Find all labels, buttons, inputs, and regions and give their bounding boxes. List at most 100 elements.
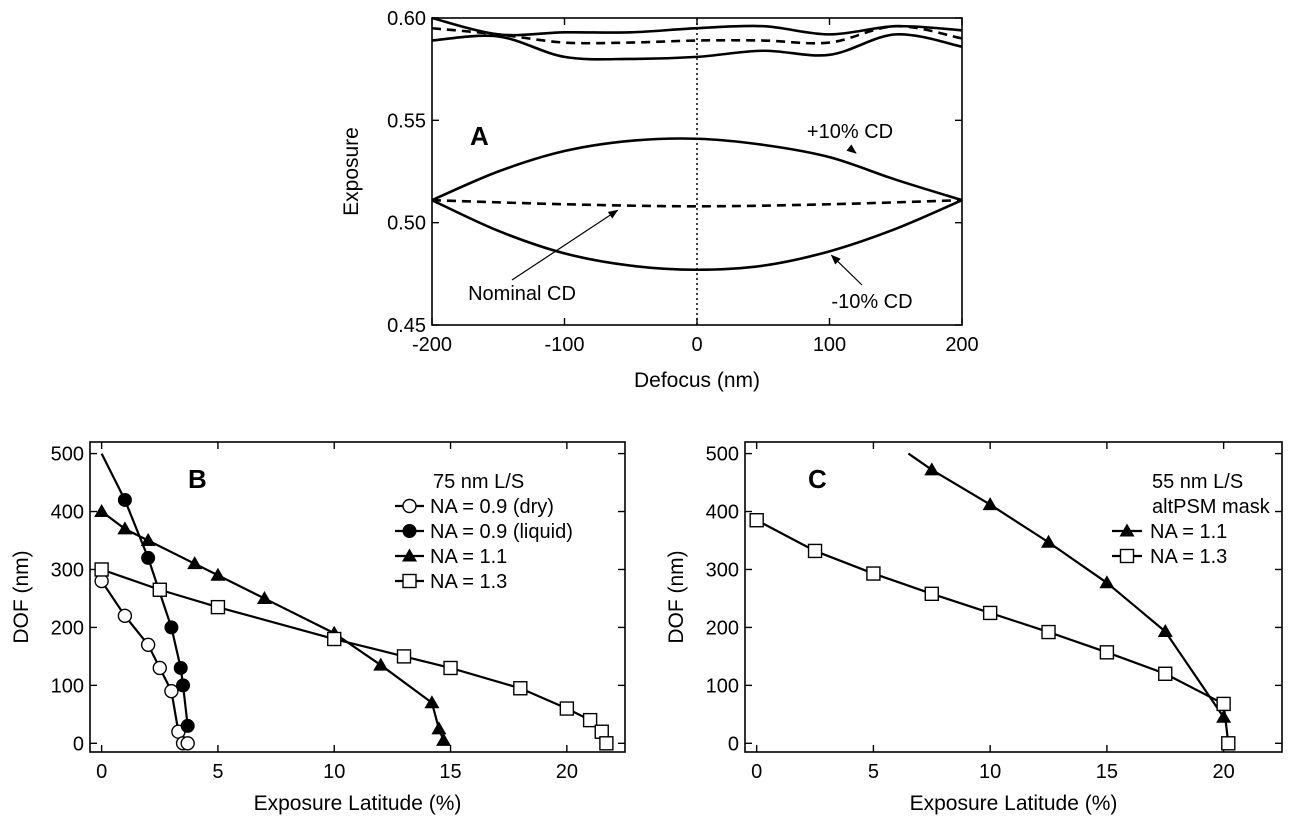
legend-title: altPSM mask <box>1152 496 1271 518</box>
x-tick-label: 5 <box>868 761 879 783</box>
data-point <box>599 736 614 751</box>
data-point <box>117 492 132 507</box>
data-point <box>807 543 823 559</box>
y-tick-label: 0.50 <box>387 213 426 235</box>
data-point <box>924 586 939 602</box>
panel-label: B <box>188 464 207 494</box>
data-point <box>94 504 110 518</box>
arrow-minus10 <box>830 254 863 286</box>
legend-label: NA = 0.9 (dry) <box>430 496 554 518</box>
plot-frame <box>89 441 626 753</box>
legend-label: NA = 0.9 (liquid) <box>430 521 573 543</box>
data-point <box>256 590 272 604</box>
y-tick-label: 100 <box>706 675 739 697</box>
series-line <box>431 198 963 208</box>
data-point <box>117 521 133 535</box>
annotation-plus10: +10% CD <box>807 121 893 143</box>
data-point <box>559 701 575 716</box>
data-point <box>749 513 764 528</box>
series-line <box>431 137 963 202</box>
data-point <box>402 573 417 589</box>
data-point <box>1216 709 1232 723</box>
data-point <box>402 548 417 562</box>
data-point <box>173 660 188 675</box>
data-point <box>1099 645 1115 660</box>
y-tick-label: 100 <box>51 675 84 697</box>
data-point <box>1119 548 1135 564</box>
x-tick-label: 20 <box>1213 761 1235 783</box>
data-point <box>582 712 598 728</box>
series-line <box>431 16 963 37</box>
data-point <box>210 599 226 615</box>
series-line <box>907 452 1225 718</box>
data-point <box>210 567 226 581</box>
panel-a: -200 -100 0 100 200 0.45 0.50 0.55 0.60 Defocus (… <box>340 8 979 392</box>
y-axis-title: Exposure <box>340 127 363 216</box>
x-tick-label: 200 <box>945 334 978 356</box>
data-point <box>164 683 179 699</box>
y-tick-label: 0 <box>73 733 84 755</box>
y-tick-label: 0 <box>728 733 739 755</box>
y-tick-label: 0.55 <box>387 110 426 132</box>
data-point <box>373 657 389 671</box>
x-tick-label: -100 <box>544 334 584 356</box>
y-axis-title: DOF (nm) <box>10 550 33 643</box>
x-tick-label: 0 <box>691 334 702 356</box>
y-tick-label: 500 <box>706 444 739 466</box>
data-point <box>402 524 417 538</box>
series-line <box>431 33 963 61</box>
data-point <box>1041 624 1056 640</box>
x-tick-label: 0 <box>751 761 762 783</box>
data-point <box>327 631 342 647</box>
data-point <box>1157 623 1173 637</box>
y-tick-label: 500 <box>51 444 84 466</box>
x-tick-label: 10 <box>323 761 345 783</box>
data-point <box>152 660 167 676</box>
y-tick-label: 0.45 <box>387 315 426 337</box>
annotation-nominal: Nominal CD <box>468 283 576 305</box>
x-tick-label: 20 <box>556 761 578 783</box>
data-point <box>176 678 191 693</box>
data-point <box>866 566 881 581</box>
data-point <box>1221 736 1236 751</box>
legend-title: 55 nm L/S <box>1152 471 1243 493</box>
x-tick-label: 10 <box>979 761 1001 783</box>
legend-label: NA = 1.3 <box>1150 546 1227 568</box>
plot-frame <box>744 441 1283 753</box>
data-point <box>1158 666 1173 681</box>
data-point <box>1119 523 1135 537</box>
data-point <box>140 637 156 653</box>
x-tick-label: -200 <box>412 334 452 356</box>
x-tick-label: 100 <box>813 334 846 356</box>
series-line <box>100 580 188 745</box>
data-point <box>513 681 528 696</box>
data-point <box>924 462 940 476</box>
legend-title: 75 nm L/S <box>433 471 524 493</box>
y-tick-label: 0.60 <box>387 8 426 30</box>
data-point <box>180 718 195 733</box>
legend-label: NA = 1.1 <box>1150 521 1227 543</box>
x-tick-label: 0 <box>96 761 107 783</box>
data-point <box>180 736 195 751</box>
y-axis-title: DOF (nm) <box>665 550 688 643</box>
data-point <box>424 695 440 709</box>
x-axis-title: Exposure Latitude (%) <box>254 792 462 815</box>
data-point <box>402 498 417 514</box>
x-axis-title: Defocus (nm) <box>634 369 760 392</box>
data-point <box>94 562 109 577</box>
arrow-plus10 <box>846 144 857 154</box>
y-tick-label: 400 <box>51 502 84 524</box>
data-point <box>443 660 458 676</box>
data-point <box>431 721 447 735</box>
data-point <box>117 608 133 624</box>
data-point <box>187 556 203 570</box>
y-tick-label: 200 <box>51 617 84 639</box>
data-point <box>1216 696 1231 712</box>
legend-label: NA = 1.1 <box>430 546 507 568</box>
data-point <box>140 533 156 547</box>
panel-label: C <box>808 464 827 494</box>
data-point <box>1099 575 1115 589</box>
annotation-minus10: -10% CD <box>831 291 912 313</box>
